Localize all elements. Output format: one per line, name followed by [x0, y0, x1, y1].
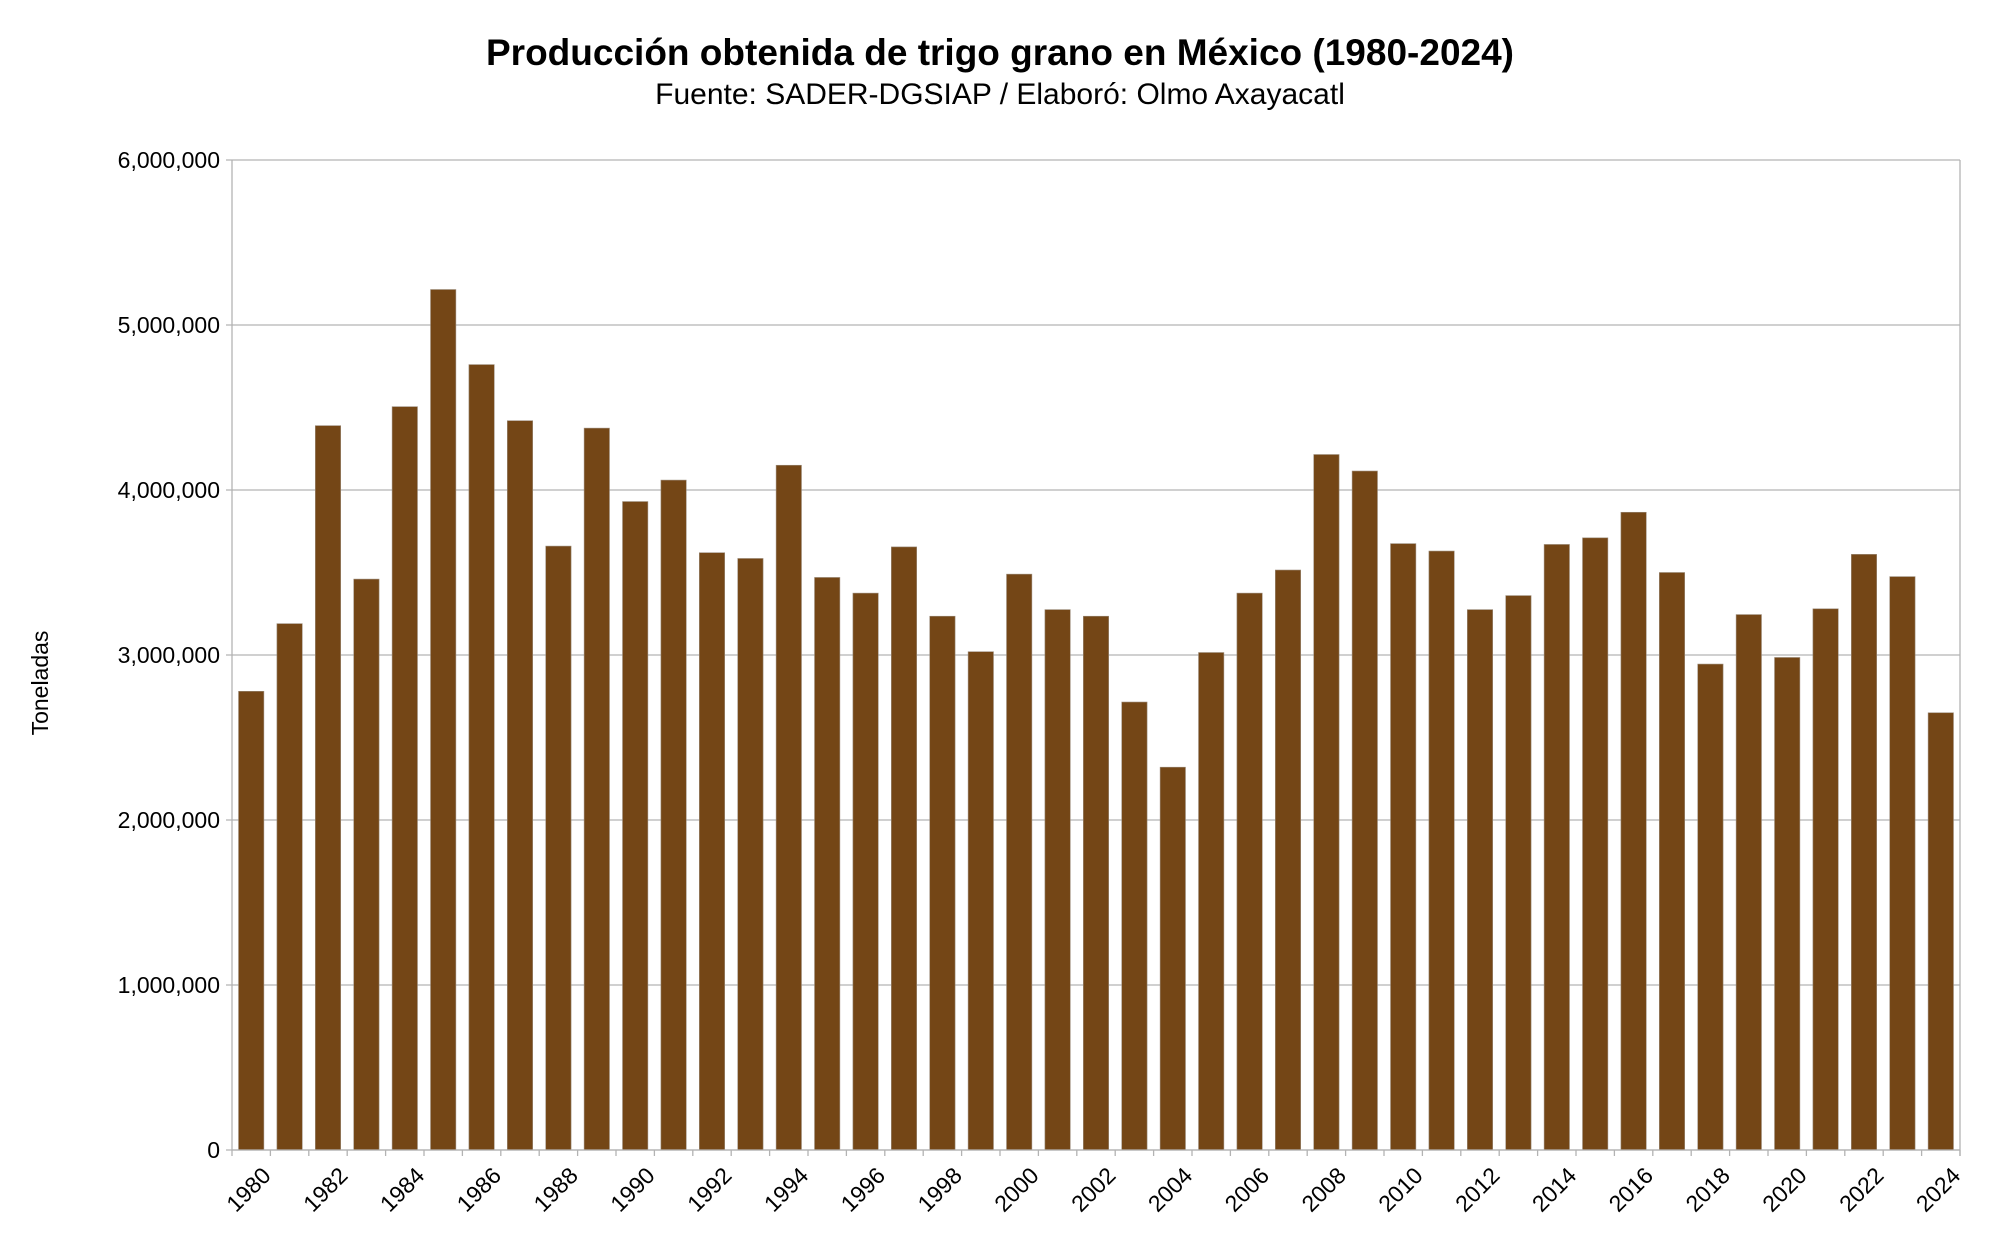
bar-2011	[1428, 550, 1455, 1151]
x-tick-labels: 1980 1982 1984 1986 1988 1990 1992 1994 1996 1998…	[221, 1162, 1965, 1217]
x-tick-label: 1984	[375, 1162, 430, 1217]
axes	[231, 160, 1961, 1156]
bar-2024	[1927, 712, 1954, 1151]
bar-2006	[1236, 592, 1263, 1151]
x-tick-label: 2012	[1450, 1162, 1505, 1217]
bar-1992	[699, 552, 725, 1151]
bar-1991	[660, 479, 687, 1151]
bar-1999	[967, 651, 994, 1151]
x-tick-label: 1982	[298, 1162, 353, 1217]
bar-1983	[353, 578, 380, 1151]
bar-1980	[238, 690, 265, 1151]
bar-2005	[1198, 652, 1225, 1151]
x-tick-label: 2024	[1911, 1162, 1966, 1217]
x-tick-label: 2008	[1296, 1162, 1351, 1217]
bar-1981	[276, 623, 303, 1151]
bar-2018	[1697, 663, 1724, 1151]
bar-2012	[1467, 609, 1493, 1151]
x-tick-label: 2004	[1143, 1162, 1198, 1217]
bar-2016	[1620, 511, 1647, 1151]
y-tick-label: 4,000,000	[118, 477, 220, 503]
bar-2014	[1543, 544, 1570, 1151]
bar-1998	[929, 615, 956, 1151]
x-tick-label: 2000	[989, 1162, 1044, 1217]
x-tick-label: 2010	[1373, 1162, 1428, 1217]
bar-1994	[775, 464, 802, 1151]
x-tick-label: 2014	[1527, 1162, 1582, 1217]
x-tick-label: 1986	[452, 1162, 507, 1217]
x-tick-label: 1994	[759, 1162, 814, 1217]
x-tick-label: 2022	[1834, 1162, 1889, 1217]
x-tick-label: 2020	[1757, 1162, 1812, 1217]
bar-1993	[737, 558, 764, 1151]
bars	[238, 289, 1954, 1151]
x-tick-label: 1980	[221, 1162, 276, 1217]
bar-1985	[430, 289, 457, 1151]
bar-1982	[315, 425, 341, 1151]
bar-1996	[852, 592, 879, 1151]
x-tick-label: 1996	[836, 1162, 891, 1217]
bar-2000	[1006, 573, 1033, 1151]
x-tick-label: 2006	[1220, 1162, 1275, 1217]
bar-1987	[507, 420, 533, 1151]
bar-2022	[1851, 554, 1877, 1151]
bar-2001	[1044, 609, 1071, 1151]
x-tick-label: 2016	[1604, 1162, 1659, 1217]
bar-2017	[1659, 572, 1685, 1151]
bar-1989	[583, 427, 610, 1151]
bar-2002	[1083, 615, 1109, 1151]
x-tick-label: 1998	[912, 1162, 967, 1217]
y-tick-labels: 0 1,000,000 2,000,000 3,000,000 4,000,000 5,0…	[118, 147, 220, 1163]
bar-1988	[545, 545, 572, 1151]
bar-1990	[622, 501, 649, 1151]
y-tick-label: 5,000,000	[118, 312, 220, 338]
bar-2007	[1275, 569, 1301, 1151]
chart-title: Producción obtenida de trigo grano en Mé…	[486, 32, 1514, 73]
y-tick-label: 0	[207, 1137, 220, 1163]
y-tick-label: 1,000,000	[118, 972, 220, 998]
bar-2010	[1390, 543, 1417, 1151]
bar-2023	[1889, 576, 1916, 1151]
bar-2003	[1121, 701, 1148, 1151]
x-tick-label: 2002	[1066, 1162, 1121, 1217]
bar-1984	[391, 406, 418, 1151]
bar-2004	[1159, 766, 1186, 1151]
y-tick-label: 6,000,000	[118, 147, 220, 173]
x-tick-label: 1990	[605, 1162, 660, 1217]
x-tick-label: 1988	[528, 1162, 583, 1217]
bar-2008	[1313, 454, 1340, 1151]
bar-2013	[1505, 595, 1532, 1151]
bar-2019	[1735, 614, 1762, 1151]
y-axis-label: Toneladas	[27, 631, 53, 736]
y-tick-label: 2,000,000	[118, 807, 220, 833]
x-tick-label: 2018	[1680, 1162, 1735, 1217]
bar-2021	[1812, 608, 1839, 1151]
chart-subtitle: Fuente: SADER-DGSIAP / Elaboró: Olmo Axa…	[655, 78, 1345, 111]
bar-2020	[1774, 657, 1801, 1151]
bar-1995	[814, 577, 841, 1151]
bar-2015	[1582, 537, 1609, 1151]
bar-1997	[891, 546, 917, 1151]
bar-1986	[468, 364, 495, 1151]
bar-2009	[1351, 470, 1378, 1151]
x-tick-label: 1992	[682, 1162, 737, 1217]
y-tick-label: 3,000,000	[118, 642, 220, 668]
